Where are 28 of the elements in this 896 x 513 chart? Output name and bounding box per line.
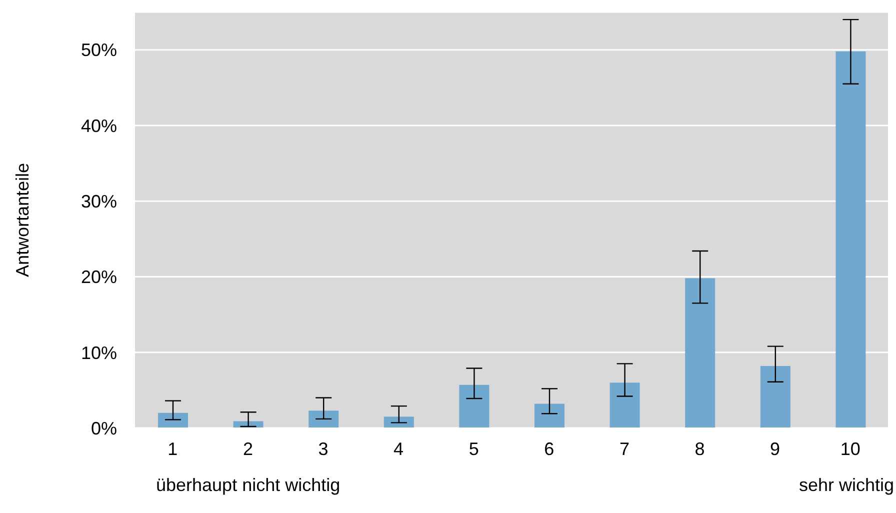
x-tick-label: 4 — [394, 438, 404, 459]
bar — [308, 410, 339, 428]
bar — [534, 404, 564, 428]
bar — [158, 412, 188, 428]
bar — [836, 51, 866, 428]
x-tick-label: 3 — [318, 438, 328, 459]
bar — [459, 384, 490, 428]
x-tick-label: 7 — [619, 438, 630, 459]
bar — [760, 366, 790, 428]
bar — [384, 416, 414, 428]
x-tick-label: 1 — [168, 438, 178, 459]
y-tick-label: 30% — [80, 191, 117, 212]
x-tick-label: 2 — [242, 438, 253, 459]
x-tick-label: 9 — [770, 438, 780, 459]
bar — [610, 382, 640, 428]
bar — [685, 278, 716, 428]
x-tick-label: 6 — [544, 438, 554, 459]
y-tick-label: 40% — [80, 116, 117, 136]
x-tick-label: 10 — [840, 438, 860, 459]
y-tick-label: 0% — [90, 418, 117, 438]
x-tick-label: 5 — [468, 438, 479, 459]
x-tick-label: 8 — [694, 438, 705, 459]
y-tick-label: 20% — [80, 267, 117, 288]
text: überhaupt nicht wichtig — [156, 475, 340, 496]
y-tick-label: 50% — [80, 40, 117, 60]
y-tick-label: 10% — [80, 342, 117, 363]
text: sehr wichtig — [798, 475, 894, 496]
y-axis-title: Antwortanteile — [12, 162, 32, 278]
